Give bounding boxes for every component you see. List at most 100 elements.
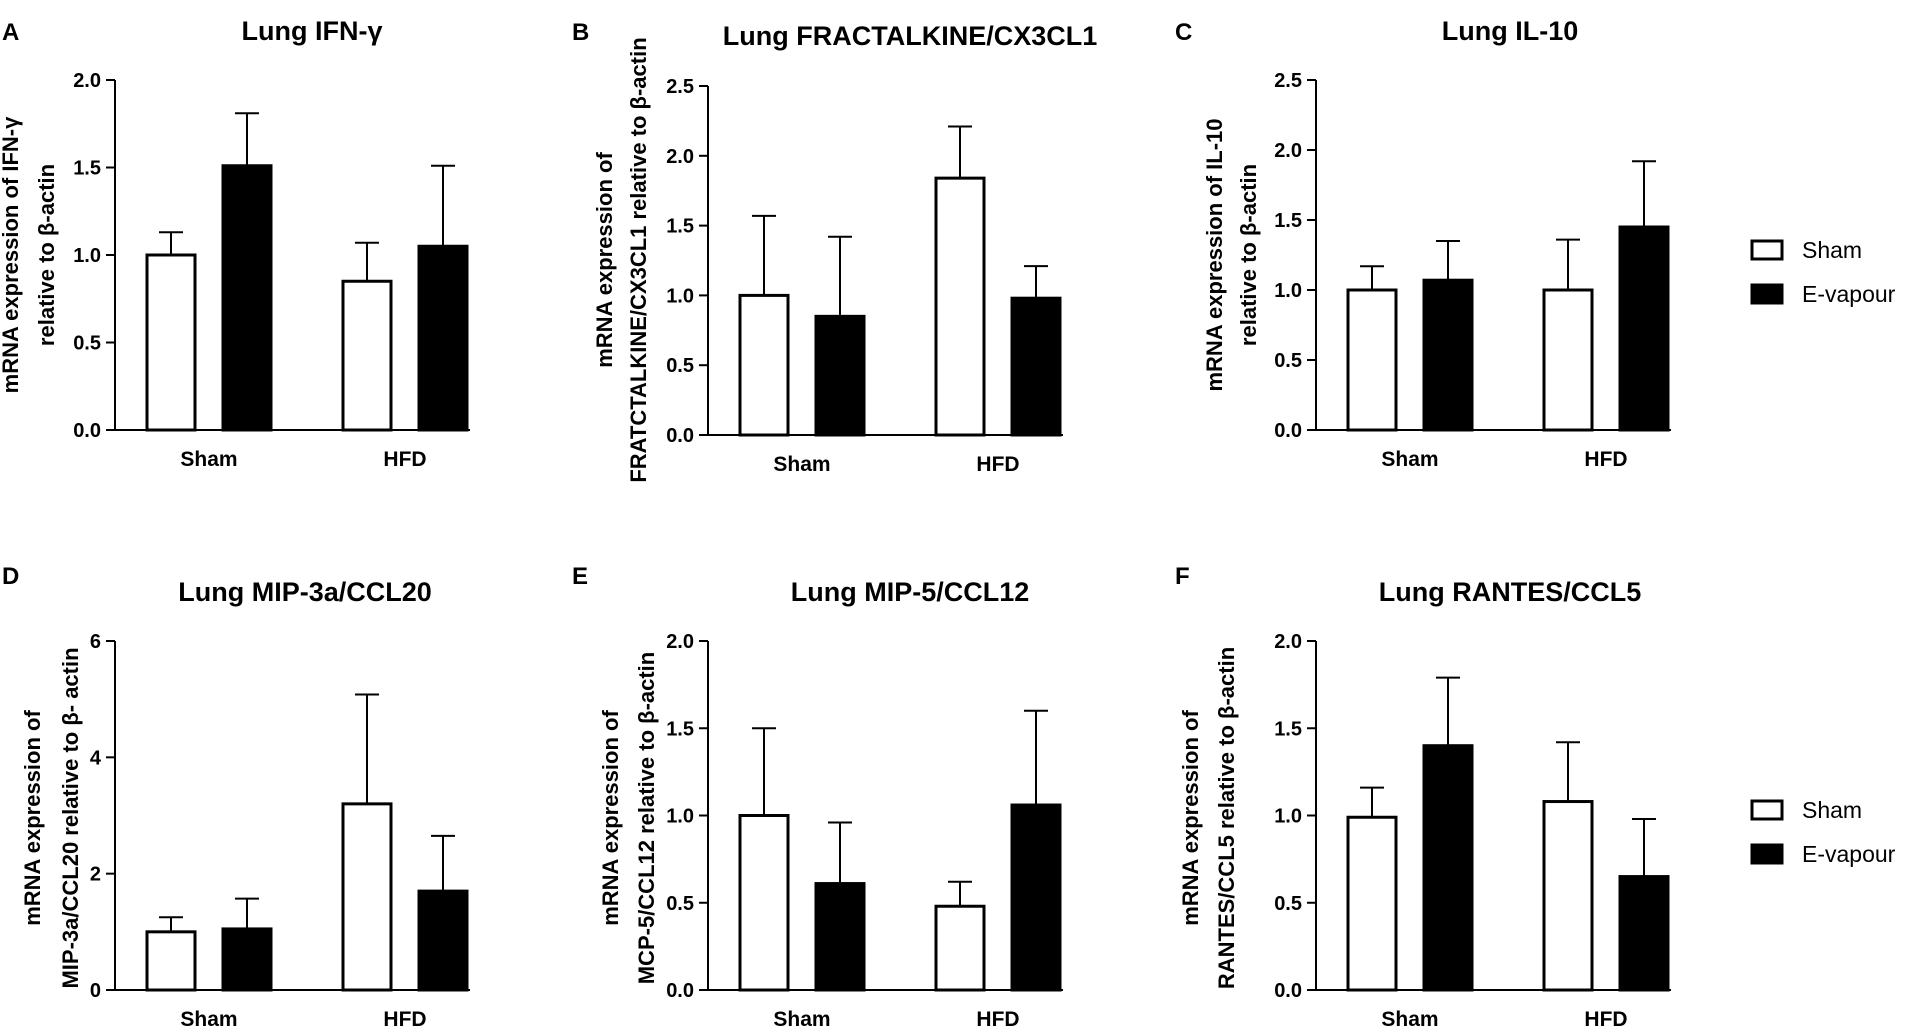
y-tick-label: 1.0 (666, 806, 694, 828)
y-axis-label-line: mRNA expression of (592, 152, 617, 368)
chart-panel-d: D Lung MIP-3a/CCL20 mRNA expression of MIP-… (2, 563, 470, 1029)
legend-label: E-vapour (1802, 281, 1896, 307)
y-tick-label: 1.0 (73, 245, 101, 267)
bar-evapour-hfd (417, 889, 469, 992)
x-category-label: HFD (383, 1008, 426, 1029)
bar-evapour-sham (1422, 278, 1474, 432)
chart-title: Lung MIP-3a/CCL20 (178, 577, 432, 607)
y-tick-label: 0.0 (1274, 420, 1302, 442)
panel-letter: E (572, 563, 588, 590)
y-tick-label: 2.0 (666, 631, 694, 653)
y-tick-label: 0.5 (1274, 893, 1302, 915)
chart-panel-c: C Lung IL-10 mRNA expression of IL-10 relat… (1175, 16, 1671, 471)
y-tick-label: 2 (90, 864, 101, 886)
legend-swatch (1750, 283, 1784, 305)
y-tick-label: 1.0 (666, 285, 694, 307)
legend-label: E-vapour (1802, 841, 1896, 867)
y-tick-label: 1.5 (666, 216, 694, 238)
y-tick-label: 2.0 (73, 70, 101, 92)
bar-sham-hfd (1542, 800, 1594, 992)
bar-sham-sham (1346, 288, 1398, 432)
bar-sham-hfd (341, 279, 393, 432)
y-tick-label: 6 (90, 631, 101, 653)
panel-letter: D (2, 563, 19, 590)
panel-letter: C (1175, 19, 1192, 46)
x-category-label: Sham (773, 1008, 830, 1029)
y-tick-label: 0.5 (666, 355, 694, 377)
chart-title: Lung RANTES/CCL5 (1379, 577, 1642, 607)
panel-letter: F (1175, 563, 1190, 590)
chart-panel-e: E Lung MIP-5/CCL12 mRNA expression of MCP-5… (572, 563, 1063, 1029)
y-tick-label: 0 (90, 980, 101, 1002)
y-axis-label-line: RANTES/CCL5 relative to β-actin (1214, 647, 1239, 989)
y-tick-label: 1.5 (1274, 210, 1302, 232)
bar-sham-hfd (1542, 288, 1594, 432)
legend-label: Sham (1802, 237, 1862, 263)
x-category-label: HFD (976, 453, 1019, 476)
y-tick-label: 2.0 (666, 146, 694, 168)
chart-title: Lung MIP-5/CCL12 (791, 577, 1030, 607)
y-tick-label: 0.5 (666, 893, 694, 915)
y-tick-label: 0.0 (666, 425, 694, 447)
y-tick-label: 4 (90, 747, 102, 769)
x-category-label: Sham (180, 448, 237, 471)
bar-evapour-sham (221, 164, 273, 432)
panel-letter: A (2, 19, 19, 46)
y-tick-label: 2.5 (1274, 70, 1302, 92)
legend: Sham E-vapour (1750, 237, 1896, 307)
x-category-label: Sham (1381, 448, 1438, 471)
chart-title: Lung FRACTALKINE/CX3CL1 (723, 21, 1097, 51)
bar-sham-hfd (934, 904, 986, 992)
bar-evapour-sham (221, 927, 273, 992)
chart-panel-a: A Lung IFN-γ mRNA expression of IFN-γ relat… (0, 16, 470, 471)
bar-evapour-sham (814, 314, 866, 437)
x-category-label: Sham (180, 1008, 237, 1029)
y-axis-label-line: MCP-5/CCL12 relative to β-actin (634, 652, 659, 985)
y-tick-label: 1.5 (73, 158, 101, 180)
x-category-label: HFD (383, 448, 426, 471)
bar-evapour-sham (1422, 744, 1474, 992)
bar-sham-sham (1346, 815, 1398, 992)
chart-title: Lung IFN-γ (242, 16, 383, 46)
y-tick-label: 1.5 (1274, 718, 1302, 740)
bar-sham-sham (738, 814, 790, 992)
chart-panel-b: B Lung FRACTALKINE/CX3CL1 mRNA expression … (572, 19, 1097, 483)
y-tick-label: 0.0 (73, 420, 101, 442)
bar-sham-hfd (934, 176, 986, 437)
panel-letter: B (572, 19, 589, 46)
bar-evapour-hfd (1618, 875, 1670, 992)
y-tick-label: 1.5 (666, 718, 694, 740)
bar-evapour-sham (814, 882, 866, 992)
x-category-label: Sham (1381, 1008, 1438, 1029)
x-category-label: Sham (773, 453, 830, 476)
legend-label: Sham (1802, 797, 1862, 823)
y-axis-label-line: relative to β-actin (34, 164, 59, 346)
bar-sham-hfd (341, 802, 393, 992)
bar-evapour-hfd (1010, 803, 1062, 992)
bar-evapour-hfd (1010, 296, 1062, 437)
x-category-label: HFD (976, 1008, 1019, 1029)
y-axis-label-line: mRNA expression of (20, 710, 45, 926)
bar-sham-sham (145, 253, 197, 432)
chart-title: Lung IL-10 (1442, 16, 1579, 46)
chart-panel-f: F Lung RANTES/CCL5 mRNA expression of RANTE… (1175, 563, 1671, 1029)
x-category-label: HFD (1584, 1008, 1627, 1029)
y-tick-label: 2.0 (1274, 140, 1302, 162)
bar-sham-sham (738, 293, 790, 437)
y-axis-label-line: relative to β-actin (1236, 164, 1261, 346)
bar-evapour-hfd (1618, 225, 1670, 432)
y-axis-label-line: mRNA expression of IL-10 (1202, 118, 1227, 391)
y-tick-label: 1.0 (1274, 806, 1302, 828)
y-axis-label-line: mRNA expression of (598, 710, 623, 926)
y-axis-label-line: FRATCTALKINE/CX3CL1 relative to β-actin (626, 37, 651, 482)
y-axis-label-line: mRNA expression of (1178, 710, 1203, 926)
y-tick-label: 0.0 (666, 980, 694, 1002)
y-axis-label-line: mRNA expression of IFN-γ (0, 116, 23, 393)
y-tick-label: 0.5 (73, 333, 101, 355)
y-axis-label-line: MIP-3a/CCL20 relative to β- actin (58, 647, 83, 988)
y-tick-label: 2.0 (1274, 631, 1302, 653)
y-tick-label: 1.0 (1274, 280, 1302, 302)
bar-evapour-hfd (417, 244, 469, 432)
legend: Sham E-vapour (1750, 797, 1896, 867)
